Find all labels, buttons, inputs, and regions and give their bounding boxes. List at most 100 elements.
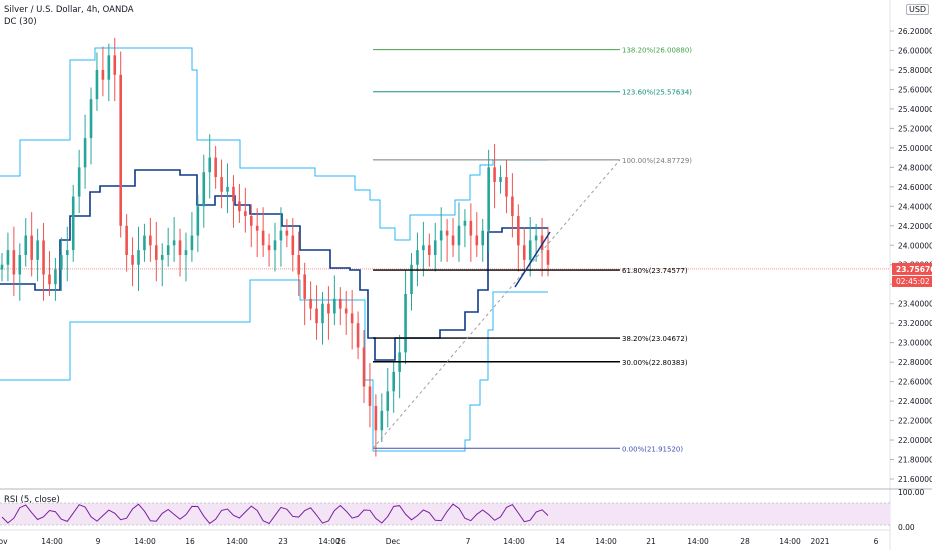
x-tick-label: 23 bbox=[278, 537, 288, 546]
x-tick-label: 14:00 bbox=[687, 537, 709, 546]
fib-label: 30.00%(22.80383) bbox=[622, 359, 688, 367]
candle-body bbox=[196, 206, 200, 236]
candle-body bbox=[160, 255, 164, 260]
x-tick-label: 16 bbox=[185, 537, 195, 546]
candle-body bbox=[149, 235, 152, 246]
candle-body bbox=[249, 216, 253, 226]
candle-body bbox=[77, 167, 81, 197]
x-tick-label: 9 bbox=[96, 537, 101, 546]
candle-body bbox=[481, 230, 485, 246]
x-tick-label: 2021 bbox=[810, 537, 829, 546]
candle-body bbox=[499, 177, 502, 182]
candle-body bbox=[244, 211, 247, 217]
y-tick-label: 26.20000 bbox=[898, 27, 932, 36]
candle-body bbox=[528, 240, 532, 260]
candle-body bbox=[439, 230, 443, 241]
candle-body bbox=[48, 274, 51, 285]
candle-body bbox=[0, 264, 4, 270]
y-tick-label: 22.60000 bbox=[898, 378, 932, 387]
candle-body bbox=[356, 323, 360, 348]
countdown-value: 02:45:02 bbox=[896, 277, 930, 286]
currency-button[interactable]: USD bbox=[906, 4, 930, 15]
x-tick-label: 28 bbox=[740, 537, 750, 546]
fib-label: 100.00%(24.87729) bbox=[622, 157, 692, 165]
x-tick-label: 14:00 bbox=[595, 537, 617, 546]
candle-body bbox=[463, 220, 467, 226]
candle-body bbox=[178, 240, 182, 255]
candle-body bbox=[517, 216, 520, 246]
candle-body bbox=[166, 245, 170, 255]
candle-body bbox=[89, 99, 93, 139]
y-tick-label: 24.20000 bbox=[898, 222, 932, 231]
y-tick-label: 25.60000 bbox=[898, 85, 932, 94]
candle-body bbox=[285, 230, 289, 236]
candle-body bbox=[511, 196, 514, 217]
candle-body bbox=[125, 225, 128, 255]
candle-body bbox=[350, 313, 354, 324]
fib-label: 61.80%(23.74577) bbox=[622, 267, 688, 275]
y-tick-label: 22.20000 bbox=[898, 417, 932, 426]
donchian-upper bbox=[0, 47, 548, 241]
candle-body bbox=[469, 220, 473, 236]
candle-body bbox=[487, 167, 490, 231]
donchian-lower bbox=[0, 279, 548, 452]
candle-body bbox=[54, 269, 57, 285]
candle-body bbox=[428, 245, 431, 255]
candle-body bbox=[540, 235, 544, 251]
countdown-badge bbox=[892, 275, 932, 287]
y-tick-label: 25.40000 bbox=[898, 105, 932, 114]
candle-body bbox=[60, 255, 63, 270]
candle-body bbox=[208, 157, 212, 173]
candle-body bbox=[404, 293, 407, 353]
candle-body bbox=[71, 196, 75, 251]
candle-body bbox=[380, 410, 384, 431]
y-tick-label: 22.00000 bbox=[898, 436, 932, 445]
candle-body bbox=[12, 250, 16, 275]
candle-body bbox=[24, 235, 28, 255]
fib-label: 38.20%(23.04672) bbox=[622, 335, 688, 343]
candle-body bbox=[42, 240, 45, 275]
candle-body bbox=[30, 235, 33, 260]
rsi-level-top: 100.00 bbox=[898, 488, 924, 497]
candle-body bbox=[546, 250, 550, 265]
candle-body bbox=[309, 298, 312, 309]
candle-body bbox=[457, 225, 461, 246]
candle-body bbox=[451, 235, 455, 246]
candle-body bbox=[36, 240, 39, 260]
y-tick-label: 25.80000 bbox=[898, 66, 932, 75]
x-tick-label: 14:00 bbox=[503, 537, 525, 546]
rsi-title: RSI (5, close) bbox=[4, 495, 60, 505]
candle-body bbox=[392, 371, 395, 392]
trend-line bbox=[514, 231, 551, 288]
candle-body bbox=[113, 55, 117, 75]
candle-body bbox=[137, 250, 140, 265]
x-tick-label: 14:00 bbox=[318, 537, 340, 546]
x-tick-label: 14:00 bbox=[134, 537, 156, 546]
fib-label: 123.60%(25.57634) bbox=[622, 89, 692, 97]
x-tick-label: 6 bbox=[874, 537, 879, 546]
x-tick-label: 14:00 bbox=[226, 537, 248, 546]
candle-body bbox=[475, 235, 479, 246]
symbol-title: Silver / U.S. Dollar, 4h, OANDA bbox=[4, 5, 134, 15]
candle-body bbox=[267, 245, 271, 251]
x-tick-label: 14:00 bbox=[41, 537, 63, 546]
candle-body bbox=[344, 308, 348, 314]
candle-body bbox=[386, 391, 390, 411]
y-tick-label: 24.80000 bbox=[898, 163, 932, 172]
candle-body bbox=[83, 138, 87, 168]
candle-body bbox=[131, 255, 134, 265]
y-tick-label: 23.00000 bbox=[898, 339, 932, 348]
candle-body bbox=[422, 245, 425, 251]
candle-body bbox=[315, 308, 318, 324]
candle-body bbox=[333, 298, 336, 314]
x-tick-label: Dec bbox=[386, 537, 401, 546]
fib-label: 0.00%(21.91520) bbox=[622, 445, 683, 453]
y-tick-label: 23.20000 bbox=[898, 319, 932, 328]
candle-body bbox=[321, 303, 324, 324]
candle-body bbox=[297, 255, 301, 275]
candle-body bbox=[261, 230, 265, 246]
indicator-title: DC (30) bbox=[4, 17, 37, 27]
y-tick-label: 23.40000 bbox=[898, 300, 932, 309]
